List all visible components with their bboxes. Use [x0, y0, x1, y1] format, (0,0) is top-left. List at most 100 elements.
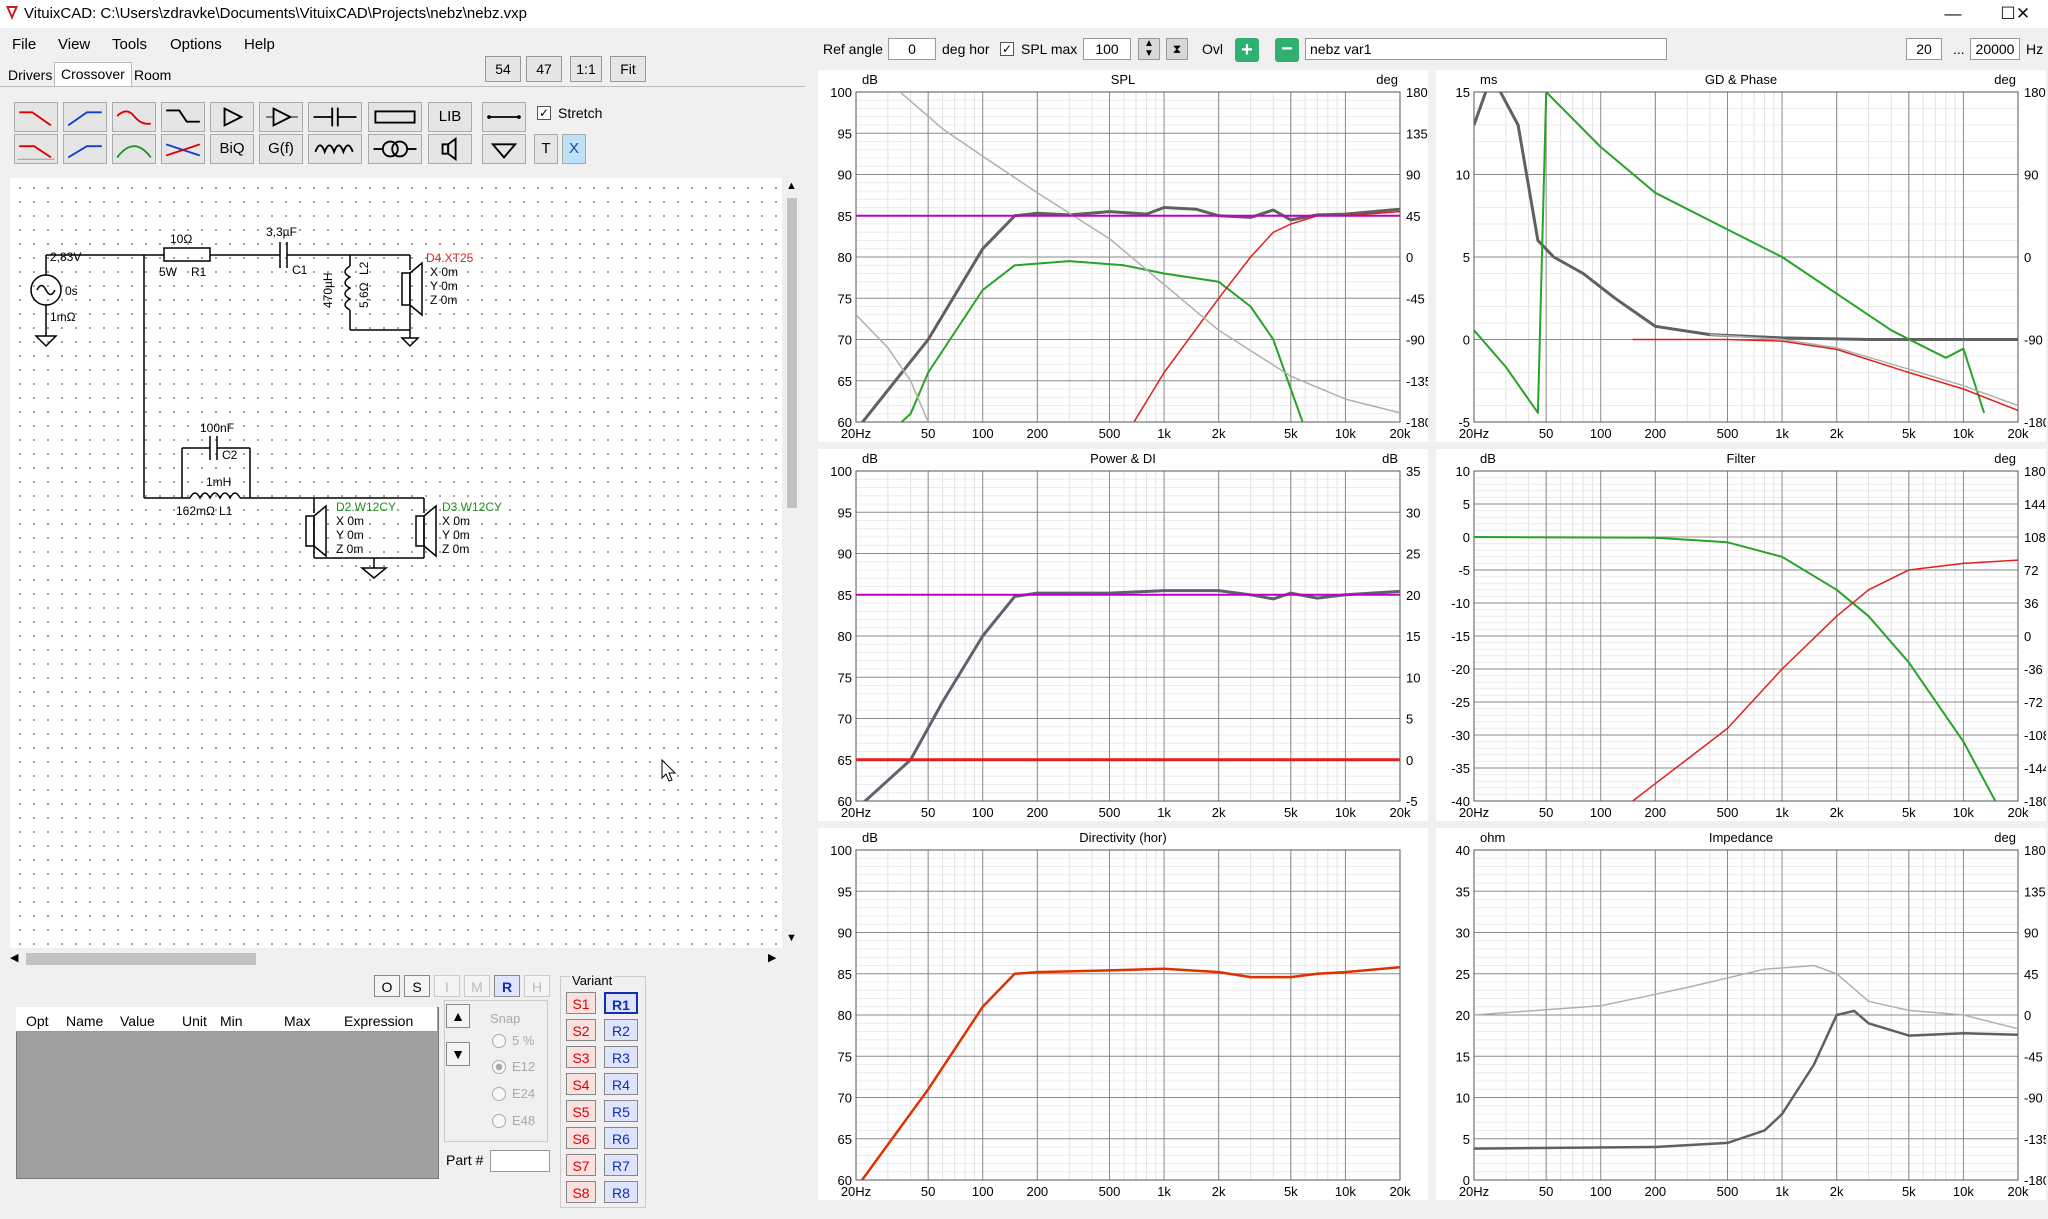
scroll-up-arrow-icon[interactable]: ▲ [786, 180, 797, 192]
text-button[interactable]: T [534, 134, 558, 164]
spl-max-checkbox[interactable]: ✓ [1000, 42, 1014, 56]
x-tick-label: 5k [1902, 426, 1916, 441]
variant-r6-button[interactable]: R6 [604, 1127, 638, 1149]
close-button[interactable]: ✕ [2015, 4, 2031, 23]
chart-panel-directivity-hor[interactable]: 100 95 90 85 80 75 70 65 60 20Hz 50 100 200 500 1k 2k 5k… [818, 828, 1428, 1200]
y-tick-label: 0 [1463, 530, 1470, 545]
c2-value-label: 100nF [200, 421, 234, 435]
overlay-remove-icon[interactable]: − [1275, 38, 1299, 62]
mode-i-button[interactable]: I [434, 975, 460, 997]
transformer-button[interactable] [368, 134, 422, 164]
minimize-button[interactable]: — [1944, 4, 1962, 23]
variant-s3-button[interactable]: S3 [566, 1046, 596, 1068]
mode-r-button[interactable]: R [494, 975, 520, 997]
zoom-fit-button[interactable]: Fit [610, 56, 646, 82]
snap-e24-radio[interactable] [492, 1087, 506, 1101]
tab-crossover[interactable]: Crossover [54, 62, 132, 87]
variant-s7-button[interactable]: S7 [566, 1154, 596, 1176]
variant-r5-button[interactable]: R5 [604, 1100, 638, 1122]
snap-e48-radio[interactable] [492, 1114, 506, 1128]
variant-r4-button[interactable]: R4 [604, 1073, 638, 1095]
variant-s2-button[interactable]: S2 [566, 1019, 596, 1041]
lowpass-2-button[interactable] [112, 102, 156, 132]
chart-panel-impedance[interactable]: 403530252015105018013590450-45-90-135-18… [1436, 828, 2046, 1200]
driver-button[interactable] [428, 134, 472, 164]
highpass-3-button[interactable] [63, 134, 107, 164]
menu-file[interactable]: File [12, 36, 37, 53]
scroll-down-arrow-icon[interactable]: ▼ [786, 932, 797, 944]
variant-s5-button[interactable]: S5 [566, 1100, 596, 1122]
spl-max-spinner-icon[interactable]: ▲ ▼ [1138, 38, 1160, 60]
variant-r3-button[interactable]: R3 [604, 1046, 638, 1068]
snap-e12-radio[interactable] [492, 1060, 506, 1074]
zoom-54-button[interactable]: 54 [485, 56, 521, 82]
driver-d4-x: X 0m [430, 265, 458, 279]
spl-max-input[interactable]: 100 [1083, 38, 1131, 60]
menu-tools[interactable]: Tools [112, 36, 148, 53]
chart-panel-filter[interactable]: 10 5 0 -5 -10 -15 -20 -25 -30 -35 -40 180 144 108 72 36… [1436, 449, 2046, 821]
parameter-table[interactable] [16, 1007, 439, 1179]
freq-max-input[interactable]: 20000 [1970, 38, 2020, 60]
scroll-left-arrow-icon[interactable]: ◀ [10, 952, 19, 964]
shelf-button[interactable] [161, 102, 205, 132]
resistor-button[interactable] [368, 102, 422, 132]
mode-s-button[interactable]: S [404, 975, 430, 997]
variant-name-input[interactable]: nebz var1 [1305, 38, 1667, 60]
amplifier-button[interactable] [210, 102, 254, 132]
chart-panel-gd-phase[interactable]: 151050-5180900-90-18020Hz501002005001k2k… [1436, 70, 2046, 442]
y2-tick-label: -5 [1406, 794, 1418, 809]
zoom-1to1-button[interactable]: 1:1 [570, 56, 602, 82]
variant-r1-button[interactable]: R1 [604, 992, 638, 1014]
ref-angle-input[interactable]: 0 [888, 38, 936, 60]
part-number-input[interactable] [490, 1150, 550, 1172]
variant-s1-button[interactable]: S1 [566, 992, 596, 1014]
schematic-circuit[interactable]: 2,83V 0s 1mΩ 10Ω 5W R1 3,3µF C1 470µH 5,… [10, 178, 782, 948]
notch-button[interactable] [161, 134, 205, 164]
variant-r8-button[interactable]: R8 [604, 1181, 638, 1203]
highpass-1-button[interactable] [63, 102, 107, 132]
ground-button[interactable] [482, 134, 526, 164]
vertical-scroll-thumb[interactable] [787, 198, 797, 508]
mode-h-button[interactable]: H [524, 975, 550, 997]
mode-m-button[interactable]: M [464, 975, 490, 997]
delete-button[interactable]: X [562, 134, 586, 164]
wire-button[interactable] [482, 102, 526, 132]
menu-view[interactable]: View [58, 36, 91, 53]
spl-autoscale-icon[interactable]: ⧗ [1166, 38, 1188, 60]
snap-5-radio[interactable] [492, 1034, 506, 1048]
lowpass-1-button[interactable] [14, 102, 58, 132]
lowpass-3-button[interactable] [14, 134, 58, 164]
variant-s4-button[interactable]: S4 [566, 1073, 596, 1095]
library-button[interactable]: LIB [428, 102, 472, 132]
move-down-button[interactable]: ▼ [446, 1042, 470, 1066]
menu-options[interactable]: Options [170, 36, 222, 53]
stretch-checkbox[interactable]: ✓ [537, 106, 551, 120]
zoom-47-button[interactable]: 47 [526, 56, 562, 82]
mode-o-button[interactable]: O [374, 975, 400, 997]
variant-r7-button[interactable]: R7 [604, 1154, 638, 1176]
r1-name-label: R1 [191, 265, 207, 279]
move-up-button[interactable]: ▲ [446, 1004, 470, 1028]
x-tick-label: 500 [1717, 426, 1739, 441]
maximize-button[interactable]: ☐ [2000, 4, 2016, 23]
bandpass-button[interactable] [112, 134, 156, 164]
tab-drivers[interactable]: Drivers [8, 67, 53, 83]
variant-s8-button[interactable]: S8 [566, 1181, 596, 1203]
chart-panel-spl[interactable]: 100 95 90 85 80 75 70 65 60 180 135 90 45 0 -45 -90 -135… [818, 70, 1428, 442]
tab-room[interactable]: Room [134, 67, 172, 83]
biquad-button[interactable]: BiQ [210, 134, 254, 164]
gf-button[interactable]: G(f) [259, 134, 303, 164]
freq-min-input[interactable]: 20 [1906, 38, 1942, 60]
horizontal-scroll-thumb[interactable] [26, 953, 256, 965]
menu-help[interactable]: Help [244, 36, 275, 53]
variant-r2-button[interactable]: R2 [604, 1019, 638, 1041]
inductor-button[interactable] [308, 134, 362, 164]
y-tick-label: 85 [838, 967, 852, 982]
schematic-canvas[interactable] [10, 178, 782, 948]
chart-panel-power-di[interactable]: 100 95 90 85 80 75 70 65 60 35 30 25 20 15 10 5 0 -5 20Hz 5… [818, 449, 1428, 821]
capacitor-button[interactable] [308, 102, 362, 132]
variant-s6-button[interactable]: S6 [566, 1127, 596, 1149]
buffer-button[interactable] [259, 102, 303, 132]
overlay-add-icon[interactable]: + [1235, 38, 1259, 62]
scroll-right-arrow-icon[interactable]: ▶ [768, 952, 777, 964]
